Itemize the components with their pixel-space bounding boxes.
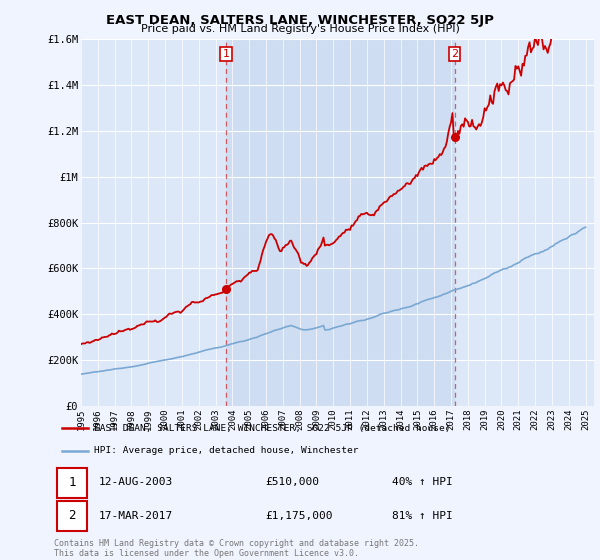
Text: 2: 2 [68,509,76,522]
FancyBboxPatch shape [56,501,87,531]
FancyBboxPatch shape [56,468,87,498]
Text: 1: 1 [68,475,76,488]
Text: Contains HM Land Registry data © Crown copyright and database right 2025.
This d: Contains HM Land Registry data © Crown c… [54,539,419,558]
Text: HPI: Average price, detached house, Winchester: HPI: Average price, detached house, Winc… [94,446,358,455]
Text: £510,000: £510,000 [265,477,319,487]
Text: EAST DEAN, SALTERS LANE, WINCHESTER, SO22 5JP (detached house): EAST DEAN, SALTERS LANE, WINCHESTER, SO2… [94,424,450,433]
Text: EAST DEAN, SALTERS LANE, WINCHESTER, SO22 5JP: EAST DEAN, SALTERS LANE, WINCHESTER, SO2… [106,14,494,27]
Text: 40% ↑ HPI: 40% ↑ HPI [392,477,452,487]
Text: Price paid vs. HM Land Registry's House Price Index (HPI): Price paid vs. HM Land Registry's House … [140,24,460,34]
Bar [226,39,455,406]
Text: 81% ↑ HPI: 81% ↑ HPI [392,511,452,521]
Text: 17-MAR-2017: 17-MAR-2017 [99,511,173,521]
Text: 1: 1 [223,49,230,59]
Text: £1,175,000: £1,175,000 [265,511,333,521]
Text: 12-AUG-2003: 12-AUG-2003 [99,477,173,487]
Text: 2: 2 [451,49,458,59]
